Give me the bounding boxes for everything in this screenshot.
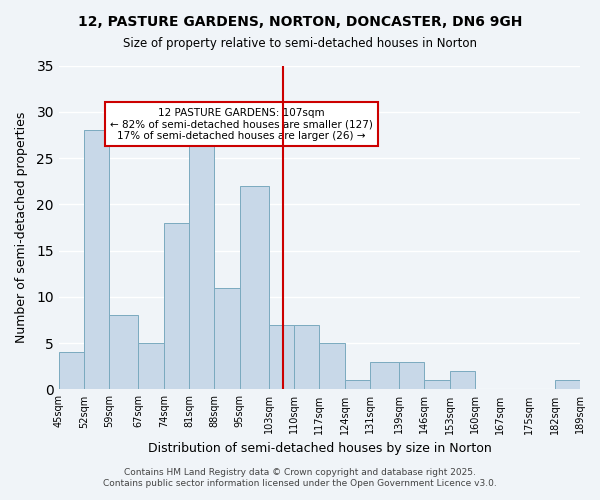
Bar [59, 352, 84, 390]
Bar [424, 380, 450, 390]
Bar [399, 362, 424, 390]
Bar [109, 316, 139, 390]
Text: 12 PASTURE GARDENS: 107sqm
← 82% of semi-detached houses are smaller (127)
17% o: 12 PASTURE GARDENS: 107sqm ← 82% of semi… [110, 108, 373, 141]
X-axis label: Distribution of semi-detached houses by size in Norton: Distribution of semi-detached houses by … [148, 442, 491, 455]
Bar [450, 371, 475, 390]
Bar [214, 288, 240, 390]
Text: Size of property relative to semi-detached houses in Norton: Size of property relative to semi-detach… [123, 38, 477, 51]
Bar [164, 223, 189, 390]
Bar [269, 324, 294, 390]
Bar [319, 343, 345, 390]
Bar [345, 380, 370, 390]
Bar [84, 130, 109, 390]
Bar [554, 380, 580, 390]
Bar [189, 121, 214, 390]
Bar [139, 343, 164, 390]
Text: Contains HM Land Registry data © Crown copyright and database right 2025.
Contai: Contains HM Land Registry data © Crown c… [103, 468, 497, 487]
Bar [294, 324, 319, 390]
Y-axis label: Number of semi-detached properties: Number of semi-detached properties [15, 112, 28, 343]
Text: 12, PASTURE GARDENS, NORTON, DONCASTER, DN6 9GH: 12, PASTURE GARDENS, NORTON, DONCASTER, … [78, 15, 522, 29]
Bar [240, 186, 269, 390]
Bar [370, 362, 399, 390]
